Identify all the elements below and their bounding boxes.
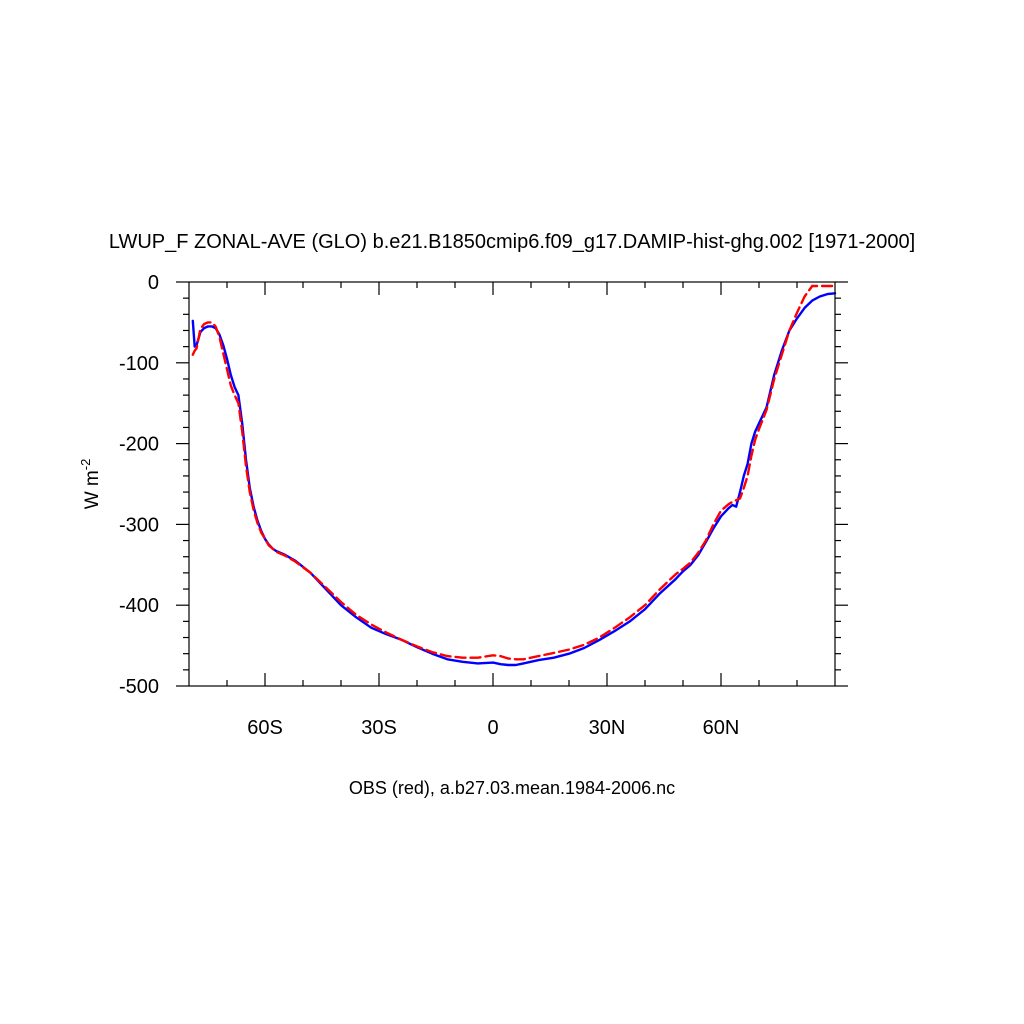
y-tick-label: 0 bbox=[148, 272, 159, 294]
x-tick-label: 0 bbox=[487, 717, 498, 739]
plot-frame bbox=[188, 281, 836, 687]
x-axis-label: OBS (red), a.b27.03.mean.1984-2006.nc bbox=[349, 778, 675, 798]
y-tick-label: -100 bbox=[119, 353, 159, 375]
y-axis-label: W m-2 bbox=[78, 459, 103, 510]
model-series-line bbox=[191, 292, 837, 667]
axis-ticks bbox=[176, 281, 848, 687]
y-tick-label: -300 bbox=[119, 514, 159, 536]
x-tick-label: 60S bbox=[247, 717, 283, 739]
obs-series-line bbox=[191, 284, 837, 661]
chart-title: LWUP_F ZONAL-AVE (GLO) b.e21.B1850cmip6.… bbox=[109, 231, 915, 253]
y-tick-label: -400 bbox=[119, 595, 159, 617]
x-tick-label: 30N bbox=[589, 717, 626, 739]
x-tick-label: 60N bbox=[703, 717, 740, 739]
x-tick-label: 30S bbox=[361, 717, 397, 739]
y-tick-label: -200 bbox=[119, 434, 159, 456]
y-axis-label-main: W m bbox=[82, 470, 103, 509]
tick-labels: 0 -100 -200 -300 -400 -500 60S 30S 0 30N 60N bbox=[119, 272, 739, 739]
y-tick-label: -500 bbox=[119, 676, 159, 698]
series-layer bbox=[191, 284, 837, 667]
y-axis-label-sup: -2 bbox=[78, 459, 93, 471]
